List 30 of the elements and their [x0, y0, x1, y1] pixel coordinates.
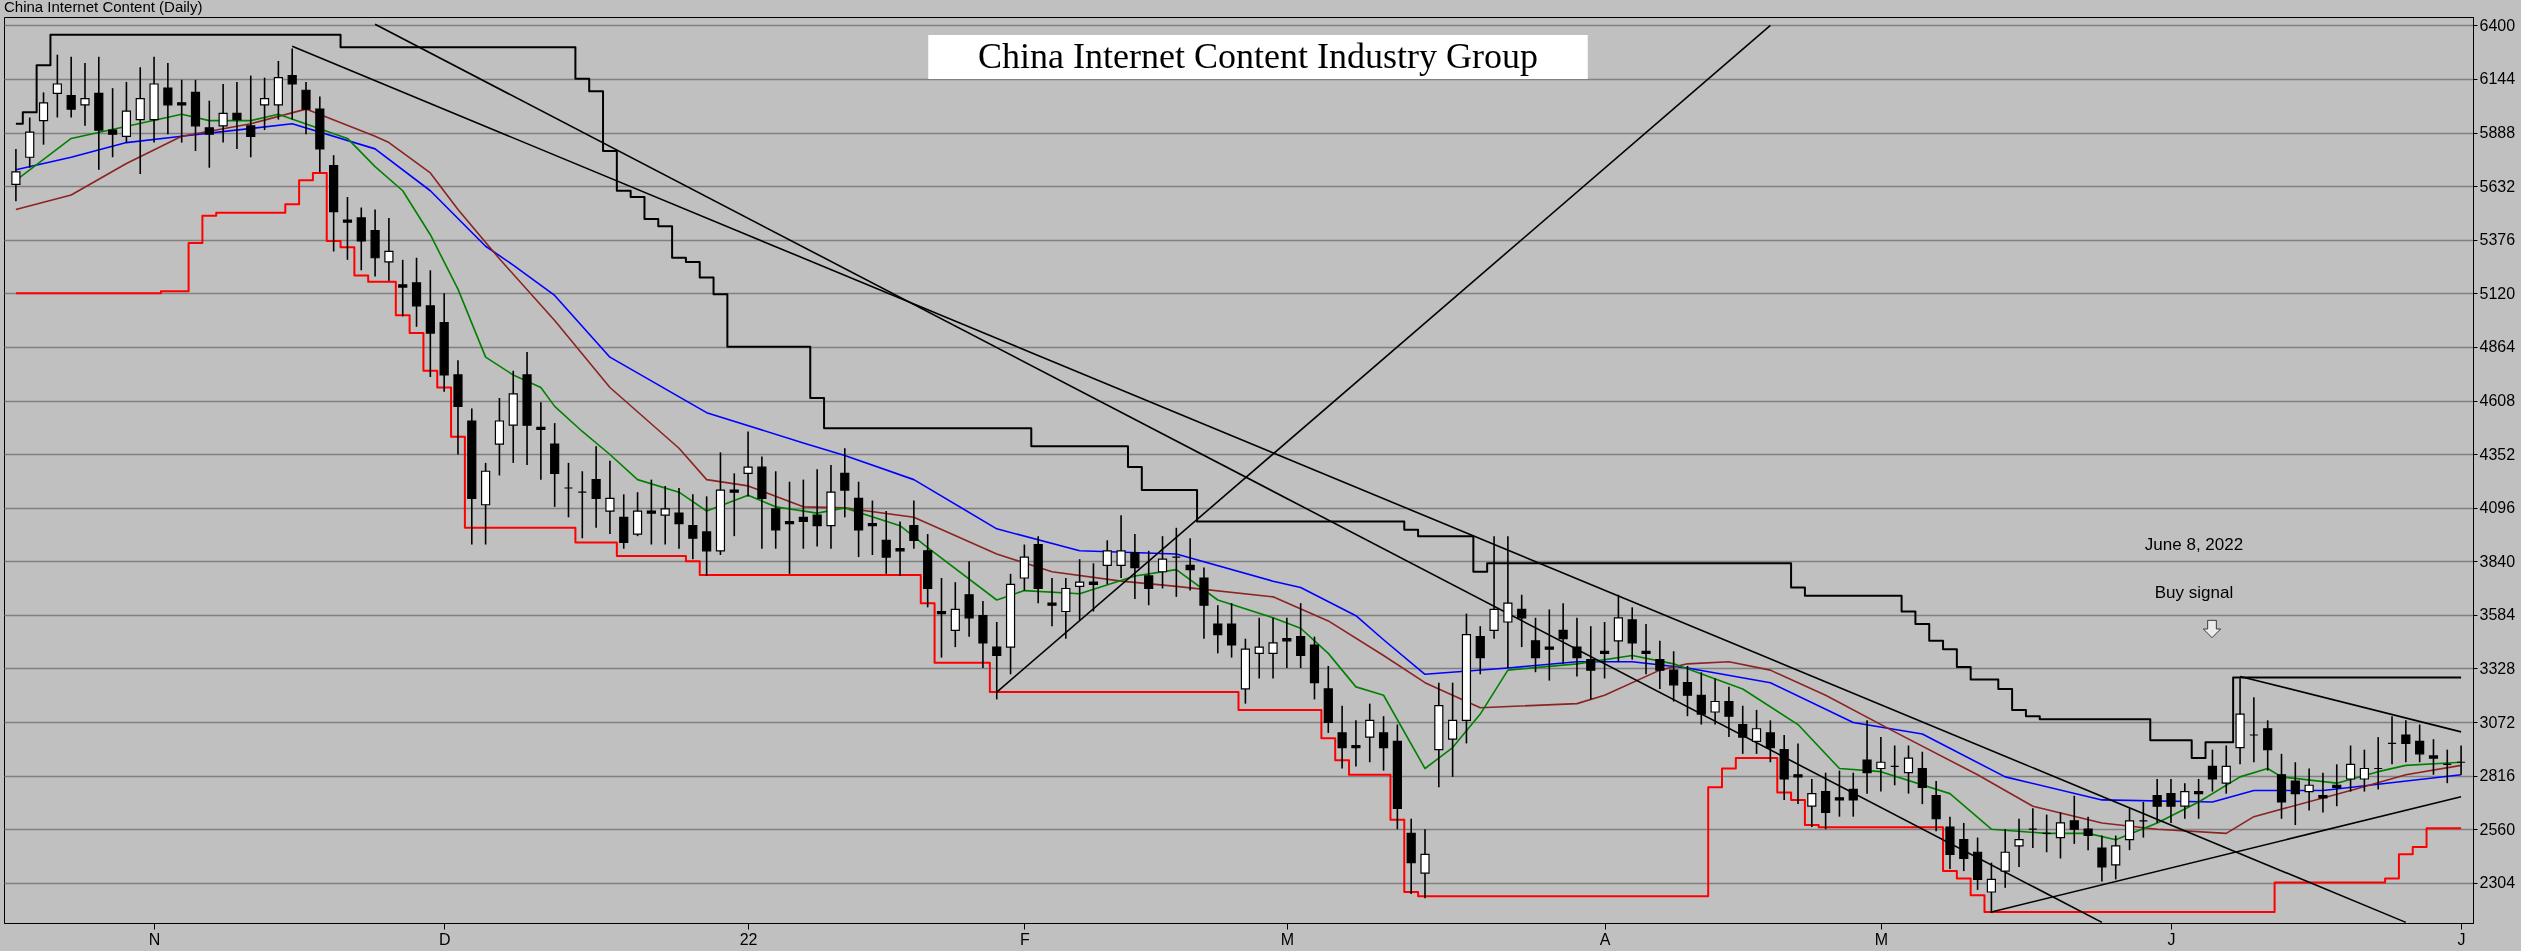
- x-tick-label: N: [148, 930, 161, 948]
- y-tick-label: 3584: [2479, 606, 2516, 624]
- annotation: June 8, 2022: [2144, 535, 2244, 554]
- x-tick-label: M: [1874, 930, 1889, 948]
- x-tick-label: A: [1599, 930, 1611, 948]
- y-tick-label: 6144: [2479, 70, 2516, 88]
- x-tick-label: J: [2457, 930, 2466, 948]
- x-tick-label: J: [2167, 930, 2176, 948]
- y-tick-label: 3840: [2479, 552, 2516, 570]
- y-tick-label: 3072: [2479, 713, 2516, 731]
- text: China Internet Content Industry Group: [978, 36, 1538, 76]
- x-tick-label: F: [1019, 930, 1030, 948]
- y-tick-label: 2816: [2479, 767, 2516, 785]
- y-tick-label: 2304: [2479, 874, 2516, 892]
- chart-subtitle: China Internet Content (Daily): [4, 0, 203, 15]
- y-tick-label: 5632: [2479, 177, 2516, 195]
- y-tick-label: 4608: [2479, 392, 2516, 409]
- annotation: Buy signal: [2154, 583, 2234, 602]
- y-tick-label: 4352: [2479, 445, 2516, 463]
- y-tick-label: 4096: [2479, 499, 2516, 517]
- y-tick-label: 3328: [2479, 659, 2516, 677]
- x-tick-label: 22: [739, 930, 758, 948]
- y-tick-label: 4864: [2479, 338, 2516, 356]
- y-tick-label: 5120: [2479, 284, 2516, 302]
- x-tick-label: M: [1280, 930, 1295, 948]
- y-tick-label: 6400: [2479, 16, 2516, 34]
- x-tick-label: D: [438, 930, 451, 948]
- y-tick-label: 2560: [2479, 820, 2516, 838]
- y-tick-label: 5376: [2479, 231, 2516, 249]
- y-tick-label: 5888: [2479, 124, 2516, 142]
